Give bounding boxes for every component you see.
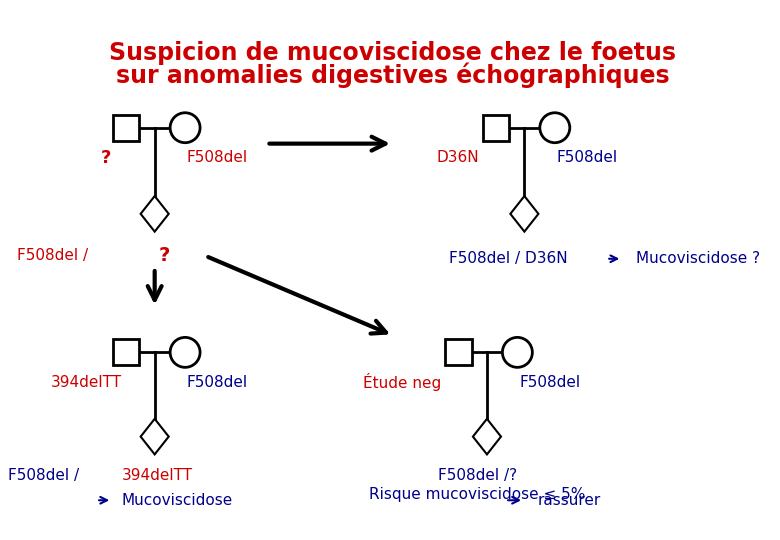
Text: F508del /: F508del / [17, 248, 94, 264]
Polygon shape [473, 419, 501, 454]
Text: 394delTT: 394delTT [51, 375, 122, 390]
Bar [483, 114, 509, 141]
Polygon shape [510, 196, 538, 232]
Circle shape [170, 113, 200, 143]
Text: F508del: F508del [187, 375, 248, 390]
Text: Mucoviscidose ?: Mucoviscidose ? [636, 251, 760, 266]
Text: Étude neg: Étude neg [363, 373, 441, 392]
Text: D36N: D36N [436, 150, 479, 165]
Text: 394delTT: 394delTT [122, 468, 193, 483]
Text: Risque mucoviscidose ≤ 5%: Risque mucoviscidose ≤ 5% [369, 487, 585, 502]
Bar [113, 114, 140, 141]
Circle shape [540, 113, 570, 143]
Text: sur anomalies digestives échographiques: sur anomalies digestives échographiques [116, 63, 670, 88]
Text: F508del: F508del [187, 150, 248, 165]
Text: Mucoviscidose: Mucoviscidose [122, 493, 232, 508]
Circle shape [170, 338, 200, 367]
Circle shape [502, 338, 533, 367]
Text: F508del: F508del [557, 150, 618, 165]
Bar [445, 339, 472, 366]
Bar [113, 339, 140, 366]
Text: F508del /?: F508del /? [438, 468, 516, 483]
Polygon shape [140, 419, 168, 454]
Text: ?: ? [101, 148, 111, 167]
Text: F508del: F508del [519, 375, 580, 390]
Text: rassurer: rassurer [538, 493, 601, 508]
Text: F508del / D36N: F508del / D36N [449, 251, 568, 266]
Text: ?: ? [159, 246, 170, 266]
Polygon shape [140, 196, 168, 232]
Text: F508del /: F508del / [8, 468, 84, 483]
Text: Suspicion de mucoviscidose chez le foetus: Suspicion de mucoviscidose chez le foetu… [109, 41, 676, 65]
